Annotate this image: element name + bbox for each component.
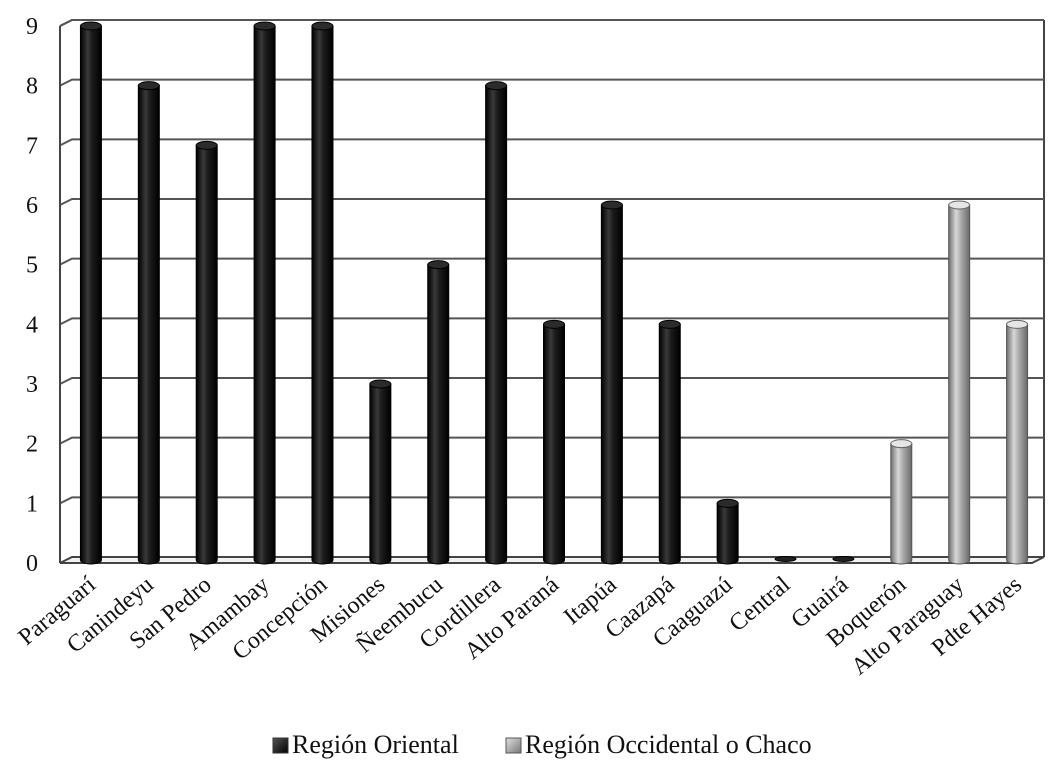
legend-swatch-occidental <box>505 737 522 754</box>
y-tick-label: 2 <box>26 432 38 458</box>
bar-cap <box>311 21 334 31</box>
y-tick-label: 1 <box>26 491 38 517</box>
bar-body <box>311 25 334 565</box>
bar-cap <box>79 21 102 31</box>
y-tick-label: 6 <box>26 193 38 219</box>
y-tick-label: 3 <box>26 372 38 398</box>
y-axis: 0 1 2 3 4 5 6 7 8 9 <box>26 14 61 577</box>
gridline <box>59 138 1044 147</box>
bar-cap <box>137 81 160 91</box>
bar-cap <box>948 200 971 210</box>
bar-cap <box>832 556 855 562</box>
bar-body <box>485 85 508 565</box>
bar <box>485 81 508 565</box>
y-tick-label: 9 <box>26 14 38 40</box>
gridline <box>59 19 1044 27</box>
bar <box>137 81 160 565</box>
bar-cap <box>890 439 913 449</box>
bar-cap <box>716 498 739 508</box>
bar <box>195 140 218 565</box>
bar-body <box>79 25 102 565</box>
bar-body <box>427 264 450 565</box>
bar-cap <box>774 556 797 562</box>
legend-swatch-oriental <box>272 737 289 754</box>
bar-body <box>716 502 739 565</box>
bar-body <box>369 383 392 565</box>
bars <box>79 21 1029 565</box>
gridline <box>59 78 1044 87</box>
legend-label-oriental: Región Oriental <box>292 730 459 759</box>
gridline <box>59 436 1044 445</box>
bar <box>253 21 276 565</box>
bar-cap <box>427 260 450 270</box>
bar-body <box>1006 323 1029 565</box>
legend: Región Oriental Región Occidental o Chac… <box>272 730 812 759</box>
bar-body <box>948 204 971 565</box>
gridlines <box>59 19 1044 505</box>
y-tick-label: 0 <box>26 551 38 577</box>
bar <box>890 439 913 565</box>
bar-cap <box>543 319 565 329</box>
y-tick-label: 4 <box>26 312 38 338</box>
bar-cap <box>195 140 218 150</box>
bar-body <box>658 323 681 565</box>
bar <box>600 200 623 565</box>
bar <box>1006 319 1029 565</box>
bar-body <box>253 25 276 565</box>
y-tick-label: 7 <box>26 133 38 159</box>
bar <box>311 21 334 565</box>
gridline <box>59 198 1044 206</box>
bar <box>716 498 739 565</box>
bar <box>427 260 450 565</box>
bar <box>543 319 565 565</box>
bar-body <box>543 323 565 565</box>
bar-body <box>600 204 623 565</box>
y-tick-label: 8 <box>26 74 38 100</box>
bar-body <box>137 85 160 565</box>
legend-label-occidental: Región Occidental o Chaco <box>525 730 812 759</box>
y-tick-label: 5 <box>26 253 38 279</box>
bar-cap <box>1006 319 1029 329</box>
bar-cap <box>658 319 681 329</box>
gridline <box>59 317 1044 326</box>
bar <box>658 319 681 565</box>
bar-body <box>195 144 218 565</box>
bar <box>832 556 855 562</box>
bar <box>774 556 797 562</box>
bar-body <box>890 443 913 565</box>
x-tick-label: Central <box>725 571 796 637</box>
bar <box>369 379 392 565</box>
gridline <box>59 257 1044 266</box>
bar <box>79 21 102 565</box>
bar-cap <box>600 200 623 210</box>
gridline <box>59 377 1044 385</box>
gridline <box>59 496 1044 505</box>
bar-cap <box>369 379 392 389</box>
bar-cap <box>253 21 276 31</box>
bar <box>948 200 971 565</box>
bar-cap <box>485 81 508 91</box>
